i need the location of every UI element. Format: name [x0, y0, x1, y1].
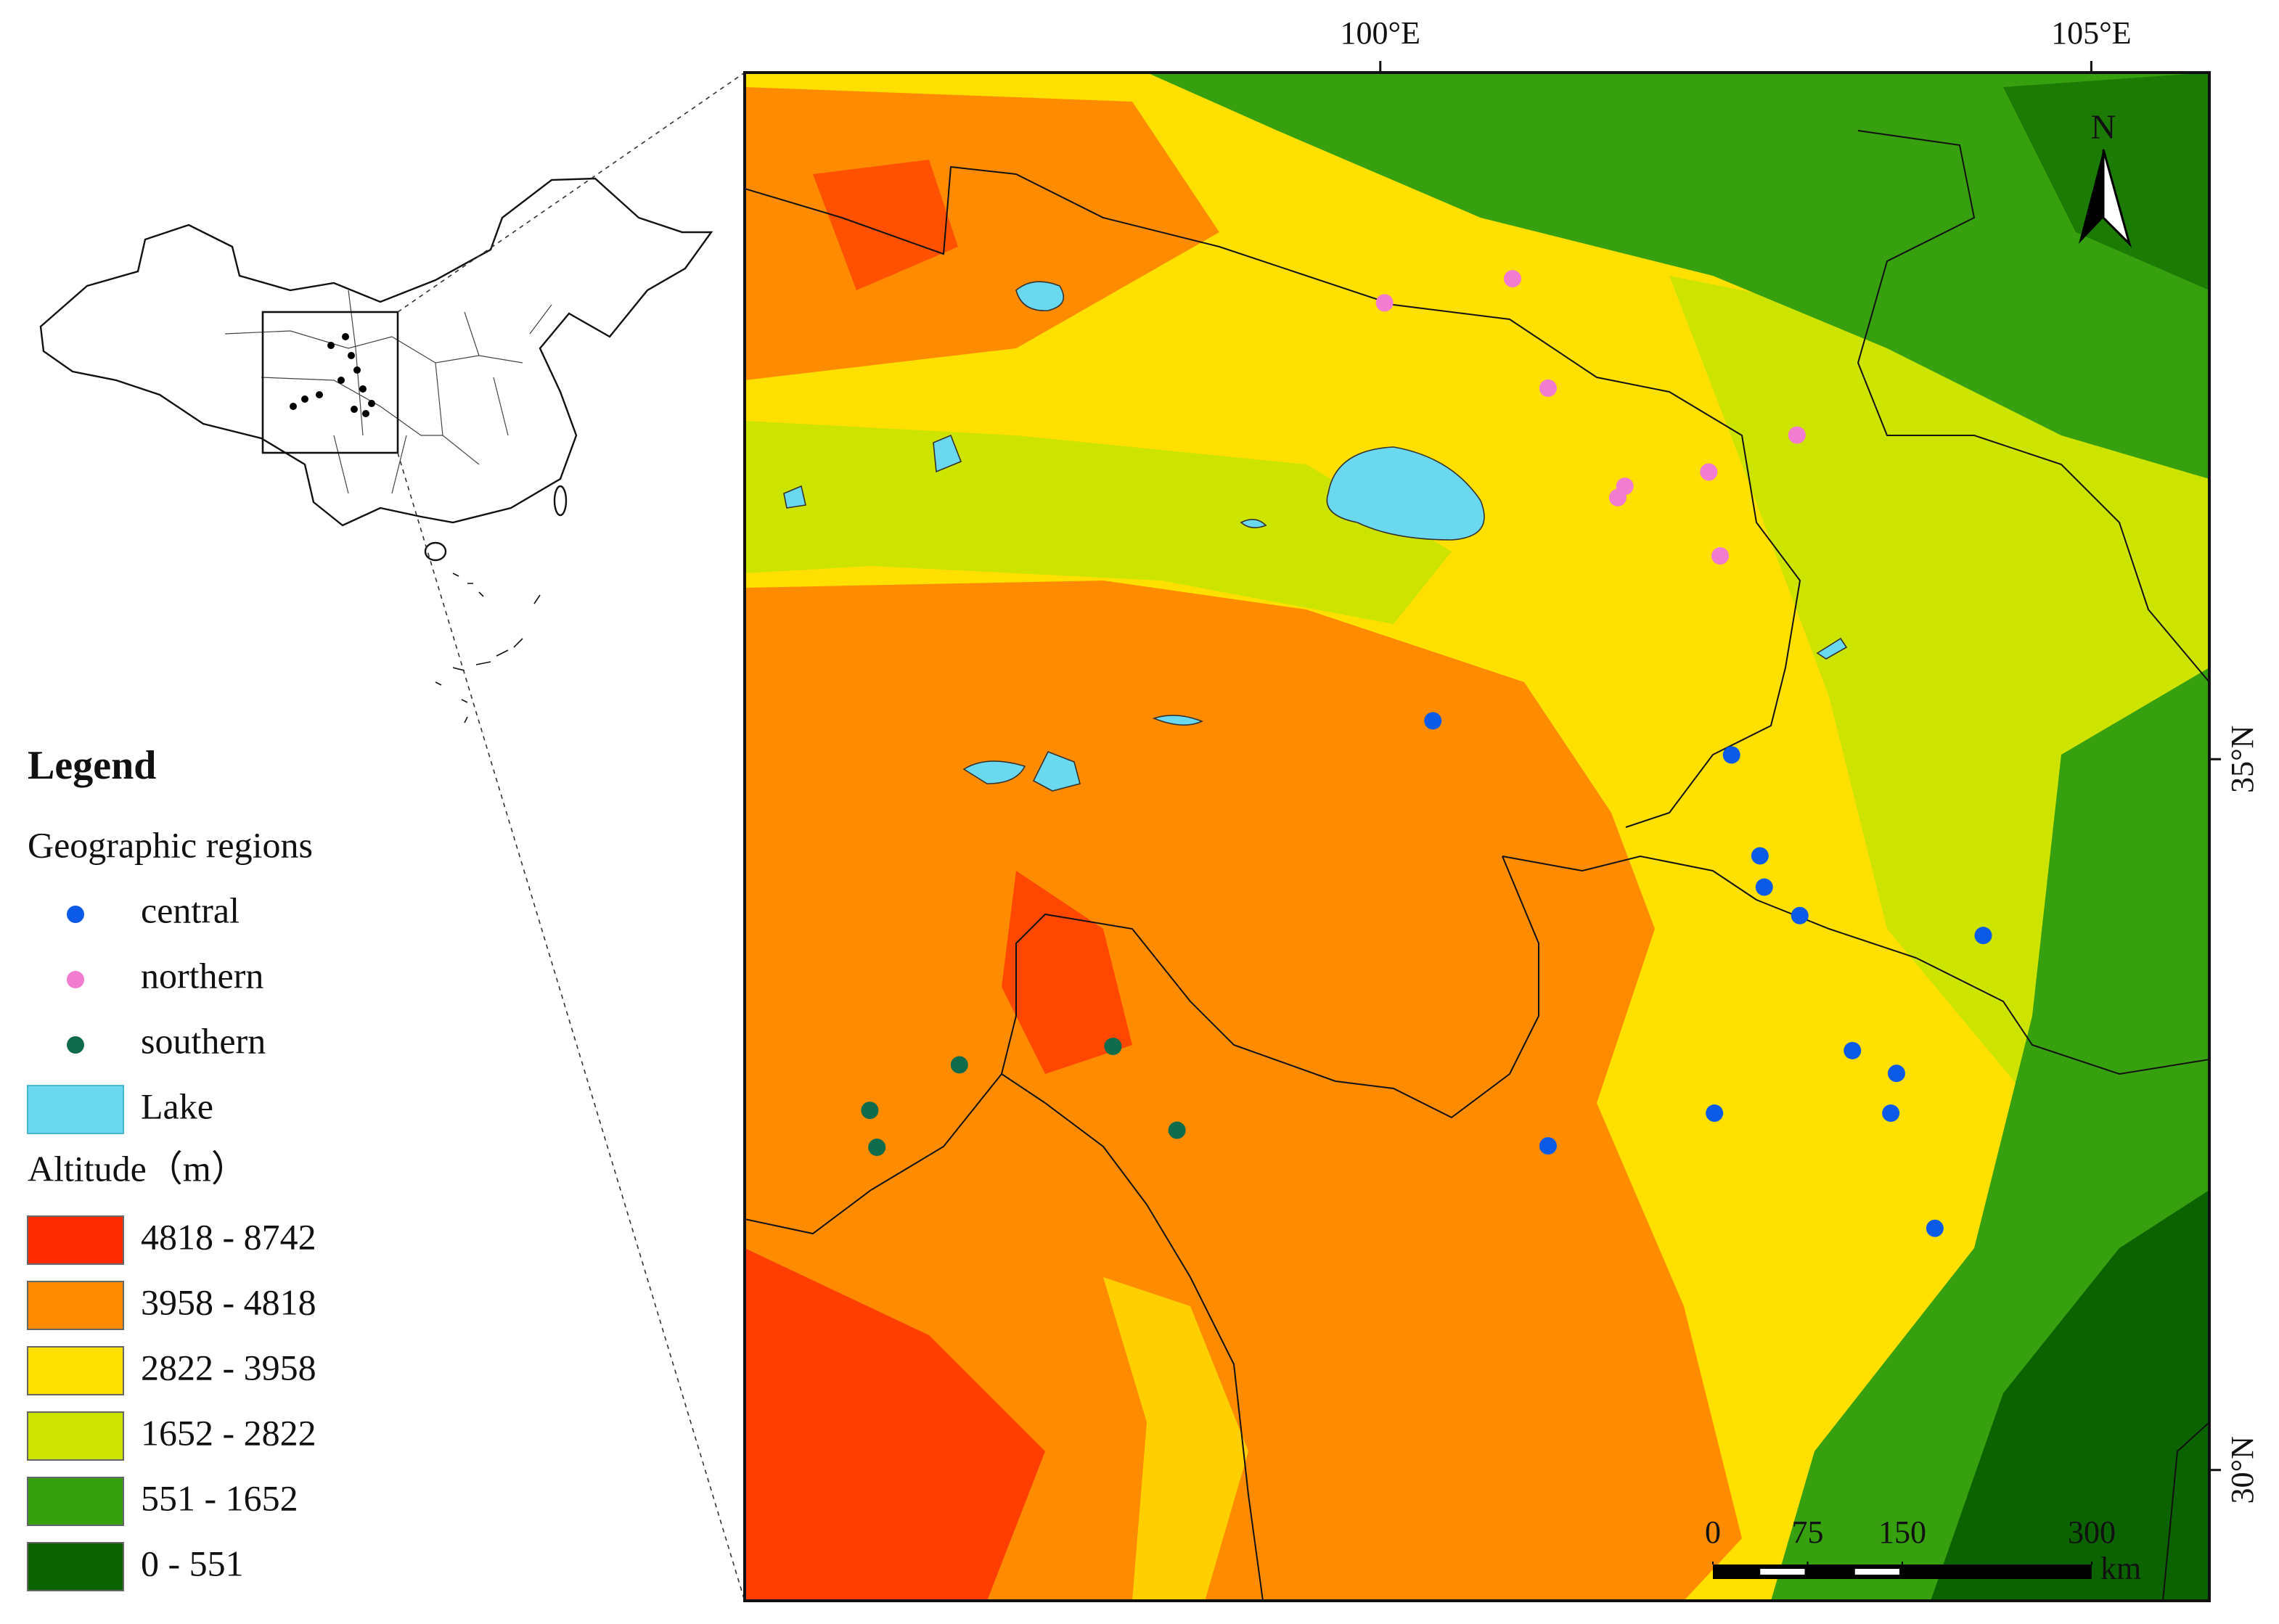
legend-label: southern [141, 1020, 266, 1061]
legend-swatch [27, 1411, 124, 1461]
islands [435, 573, 541, 723]
legend-label: 551 - 1652 [141, 1477, 298, 1518]
scale-bar-frame [1713, 1564, 2092, 1579]
legend-marker [67, 1036, 84, 1054]
sample-point [1539, 379, 1557, 397]
legend-marker [67, 906, 84, 923]
legend-label: 3958 - 4818 [141, 1281, 316, 1322]
legend-swatch [27, 1346, 124, 1395]
y-tick-label: 35°N [2225, 726, 2260, 793]
sample-point [1887, 1065, 1905, 1083]
legend-swatch [27, 1477, 124, 1526]
province-lines [224, 290, 552, 494]
sample-point [1755, 878, 1773, 896]
taiwan [553, 485, 568, 517]
sample-point [1503, 270, 1521, 288]
zoom-lines [397, 72, 745, 1602]
sample-point [861, 1102, 879, 1120]
inset-frame [261, 311, 399, 454]
sample-point [1711, 547, 1730, 565]
sample-point [1375, 294, 1394, 312]
y-tick-label: 30°N [2225, 1436, 2260, 1504]
scale-unit: km [2100, 1551, 2141, 1586]
sample-point [1706, 1104, 1724, 1123]
x-tick-label: 105°E [2051, 15, 2131, 51]
legend-marker [67, 971, 84, 988]
terrain [745, 73, 2209, 1601]
north-label: N [2091, 108, 2116, 147]
legend-swatch [27, 1085, 124, 1134]
regions-title: Geographic regions [28, 824, 313, 865]
borders [745, 130, 2209, 1601]
legend-label: 2822 - 3958 [141, 1347, 316, 1387]
legend-label: central [141, 890, 240, 930]
sample-point [1722, 746, 1740, 764]
lakes [783, 281, 1848, 792]
inset-points [290, 333, 375, 417]
legend-label: 4818 - 8742 [141, 1216, 316, 1257]
legend-label: Lake [141, 1086, 213, 1126]
sample-point [1788, 426, 1806, 444]
x-tick-label: 100°E [1341, 15, 1420, 51]
sample-point [1882, 1104, 1900, 1123]
legend-label: 0 - 551 [141, 1543, 244, 1583]
scale-bar-segment [1760, 1569, 1805, 1575]
sample-point [1104, 1037, 1122, 1055]
sample-point [1700, 463, 1718, 481]
sample-point [868, 1139, 886, 1157]
scale-label: 150 [1878, 1514, 1926, 1550]
hainan [424, 541, 447, 562]
sample-point [1751, 847, 1769, 865]
sample-point [1926, 1219, 1944, 1237]
sample-point [1539, 1137, 1557, 1155]
legend-title: Legend [28, 743, 156, 788]
sample-point [1168, 1121, 1186, 1139]
map-frame [743, 71, 2211, 1602]
sample-point [1844, 1041, 1862, 1059]
china-outline [39, 177, 713, 527]
sample-point [1974, 927, 1992, 945]
legend-swatch [27, 1215, 124, 1265]
sample-point [1424, 712, 1442, 730]
north-arrow: N [2079, 108, 2132, 248]
legend-label: 1652 - 2822 [141, 1412, 316, 1453]
legend-swatch [27, 1542, 124, 1591]
scale-label: 0 [1705, 1514, 1721, 1550]
legend: central northern southern Lake 4818 - 8742 39… [27, 890, 316, 1591]
scale-label: 75 [1792, 1514, 1824, 1550]
sample-point [950, 1056, 968, 1074]
legend-swatch [27, 1281, 124, 1330]
scale-bar-segment [1854, 1569, 1899, 1575]
legend-label: northern [141, 955, 263, 996]
altitude-title: Altitude（m） [28, 1148, 247, 1189]
scale-label: 300 [2068, 1514, 2116, 1550]
inset-map [39, 177, 713, 723]
sample-point [1608, 488, 1627, 507]
sample-point [1791, 906, 1809, 924]
